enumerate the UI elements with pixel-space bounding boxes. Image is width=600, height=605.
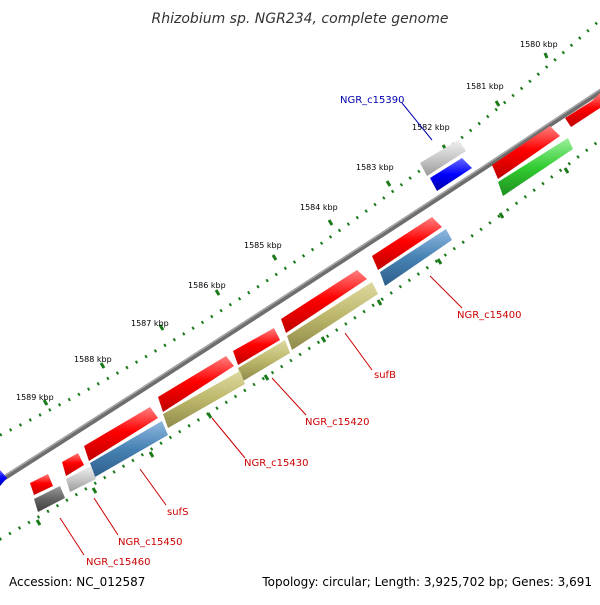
gene-label-ngr-c15460[interactable]: NGR_c15460 — [86, 557, 151, 568]
tick-label-1583: 1583 kbp — [356, 163, 394, 172]
gene-feature-red[interactable] — [62, 453, 84, 476]
gene-feature-red[interactable] — [30, 474, 53, 495]
label-leaders — [59, 102, 463, 556]
gene-feature-red[interactable] — [565, 93, 600, 127]
tick-label-1589: 1589 kbp — [16, 393, 54, 402]
gene-feature-red[interactable] — [372, 217, 442, 270]
reverse-features — [34, 138, 573, 512]
gene-feature-red[interactable] — [84, 407, 158, 461]
tick-labels: 1580 kbp 1581 kbp 1582 kbp 1583 kbp 1584… — [16, 40, 558, 402]
gene-feature-olive[interactable] — [163, 371, 245, 428]
gene-label-ngr-c15400[interactable]: NGR_c15400 — [457, 310, 522, 321]
genome-summary-text: Topology: circular; Length: 3,925,702 bp… — [261, 575, 592, 589]
gene-label-ngr-c15420[interactable]: NGR_c15420 — [305, 417, 370, 428]
gene-feature-steel[interactable] — [90, 421, 168, 477]
gene-feature-red[interactable] — [233, 328, 280, 365]
gene-feature-darkgray[interactable] — [34, 486, 65, 512]
gene-label-ngr-c15430[interactable]: NGR_c15430 — [244, 458, 309, 469]
tick-label-1586: 1586 kbp — [188, 281, 226, 290]
tick-ring-outer — [0, 18, 600, 437]
gene-feature-steel[interactable] — [380, 229, 452, 286]
gene-label-sufs[interactable]: sufS — [167, 507, 188, 518]
gene-feature-olive[interactable] — [287, 282, 378, 350]
gene-label-ngr-c15450[interactable]: NGR_c15450 — [118, 537, 183, 548]
genome-backbone — [0, 88, 600, 484]
major-ticks-inner — [35, 167, 570, 526]
tick-ring-inner — [0, 138, 600, 541]
gene-label-ngr-c15390[interactable]: NGR_c15390 — [340, 95, 405, 106]
gene-feature-olive[interactable] — [238, 340, 290, 381]
gene-feature-red[interactable] — [492, 126, 560, 179]
tick-label-1581: 1581 kbp — [466, 82, 504, 91]
gene-feature-gray[interactable] — [66, 466, 96, 492]
gene-feature-blue[interactable] — [430, 158, 472, 191]
gene-label-sufb[interactable]: sufB — [374, 370, 396, 381]
gene-feature-red[interactable] — [281, 270, 367, 333]
tick-label-1588: 1588 kbp — [74, 355, 112, 364]
tick-label-1585: 1585 kbp — [244, 241, 282, 250]
gene-feature-blue[interactable] — [0, 470, 7, 486]
map-title: Rhizobium sp. NGR234, complete genome — [152, 11, 449, 27]
gene-labels: NGR_c15390 NGR_c15400 sufB NGR_c15420 NG… — [86, 95, 522, 568]
accession-text: Accession: NC_012587 — [9, 575, 145, 589]
gene-feature-green[interactable] — [498, 138, 573, 196]
gene-feature-red[interactable] — [158, 356, 234, 412]
gene-feature-gray[interactable] — [420, 140, 466, 176]
tick-label-1580: 1580 kbp — [520, 40, 558, 49]
forward-features — [0, 93, 600, 495]
tick-label-1582: 1582 kbp — [412, 123, 450, 132]
tick-label-1587: 1587 kbp — [131, 319, 169, 328]
major-ticks-outer — [42, 52, 549, 406]
tick-label-1584: 1584 kbp — [300, 203, 338, 212]
